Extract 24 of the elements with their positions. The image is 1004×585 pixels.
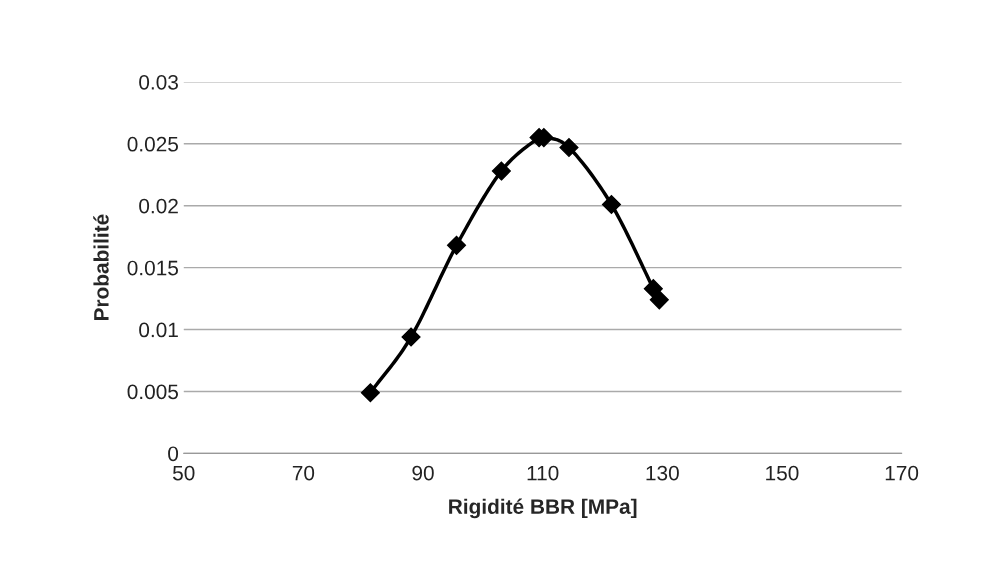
x-tick-label: 70 [292,465,315,481]
y-axis-title: Probabilité [93,214,109,321]
x-tick-label: 90 [412,465,434,481]
point [601,194,621,215]
y-tick-label: 0.005 [127,384,178,400]
point [360,383,380,403]
x-tick-label: 150 [766,465,799,481]
point [643,279,663,299]
y-tick-label: 0.03 [139,74,178,90]
x-tick-label: 110 [527,465,559,481]
point [491,161,511,181]
y-tick-label: 0.01 [139,322,178,338]
y-tick-label: 0.02 [139,198,178,214]
point [401,327,421,347]
x-axis-title: Rigidité BBR [MPa] [449,498,637,519]
y-tick-label: 0 [168,446,179,462]
point [446,235,467,255]
x-tick-label: 170 [885,465,919,481]
y-tick-label: 0.025 [127,136,178,152]
point [559,137,579,158]
point [649,290,669,310]
x-tick-label: 50 [172,465,195,481]
y-tick-label: 0.015 [127,260,178,276]
x-tick-label: 130 [646,465,679,481]
